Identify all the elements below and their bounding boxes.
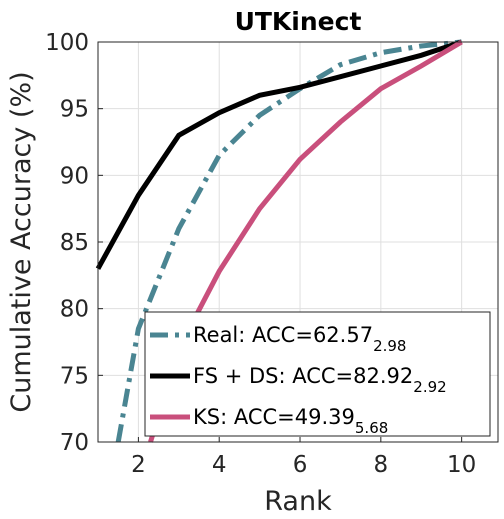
y-tick-label: 75 bbox=[60, 363, 89, 389]
x-tick-label: 8 bbox=[374, 452, 389, 478]
legend-label-0: Real: ACC=62.572.98 bbox=[193, 323, 406, 355]
legend-name: KS: ACC=49.39 bbox=[193, 405, 355, 429]
x-tick-label: 10 bbox=[447, 452, 476, 478]
y-tick-label: 95 bbox=[60, 97, 89, 123]
x-tick-label: 4 bbox=[212, 452, 227, 478]
legend-label-2: KS: ACC=49.395.68 bbox=[193, 405, 388, 437]
x-tick-label: 2 bbox=[131, 452, 146, 478]
y-axis-title: Cumulative Accuracy (%) bbox=[6, 71, 37, 412]
legend-subscript: 2.92 bbox=[413, 378, 446, 396]
legend-subscript: 2.98 bbox=[373, 337, 406, 355]
legend-subscript: 5.68 bbox=[355, 419, 388, 437]
ticks: 2 4 6 8 10 70 75 80 85 90 95 100 bbox=[45, 30, 476, 478]
legend-box bbox=[144, 311, 491, 437]
series-line-0 bbox=[115, 39, 462, 443]
x-axis-title: Rank bbox=[264, 486, 332, 517]
y-tick-label: 100 bbox=[45, 30, 89, 56]
series-line-1 bbox=[95, 39, 463, 270]
legend-name: Real: ACC=62.57 bbox=[193, 323, 373, 347]
grid bbox=[98, 41, 498, 443]
x-tick-label: 6 bbox=[293, 452, 308, 478]
y-tick-label: 85 bbox=[60, 230, 89, 256]
y-tick-label: 90 bbox=[60, 163, 89, 189]
y-tick-label: 80 bbox=[60, 297, 89, 323]
legend-name: FS + DS: ACC=82.92 bbox=[193, 364, 413, 388]
y-tick-label: 70 bbox=[60, 430, 89, 456]
chart-title: UTKinect bbox=[235, 7, 362, 36]
legend-label-1: FS + DS: ACC=82.922.92 bbox=[193, 364, 447, 396]
